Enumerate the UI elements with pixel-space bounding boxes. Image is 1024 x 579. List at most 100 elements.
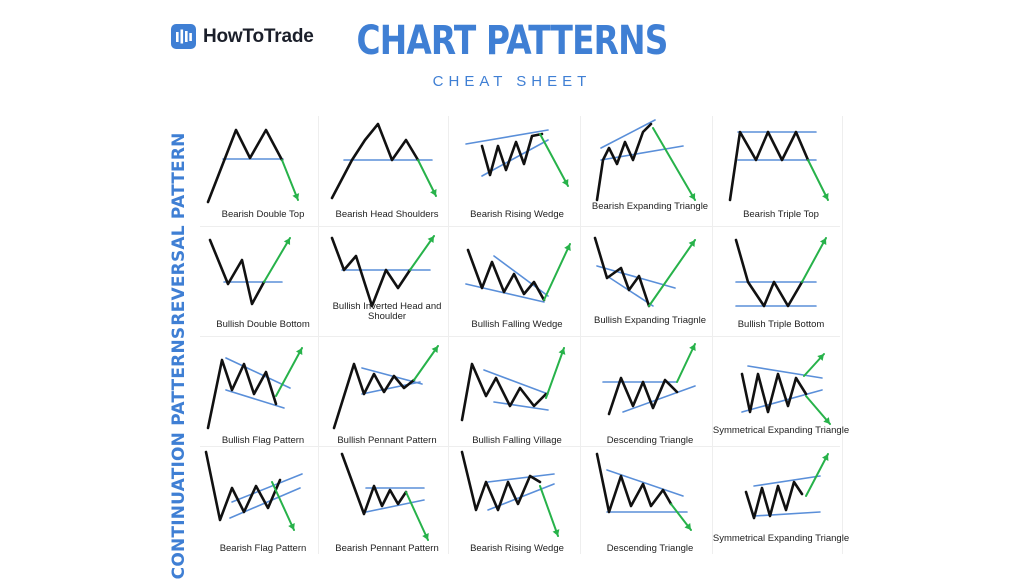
pattern-diagram xyxy=(332,345,439,430)
pattern-card-bearish-double-top[interactable]: Bearish Double Top xyxy=(198,120,328,230)
pattern-name: Bearish Flag Pattern xyxy=(219,543,307,554)
breakout-arrow xyxy=(648,239,696,307)
breakout-arrow xyxy=(417,159,437,197)
trend-line xyxy=(465,129,549,145)
pattern-card-bullish-double-bottom[interactable]: Bullish Double Bottom xyxy=(198,230,328,340)
breakout-arrow xyxy=(805,453,829,497)
pattern-diagram xyxy=(728,130,829,202)
pattern-name: Bearish Expanding Triangle xyxy=(591,201,709,212)
price-path xyxy=(330,236,412,308)
pattern-card-bearish-head-shoulders[interactable]: Bearish Head Shoulders xyxy=(322,120,452,230)
price-path xyxy=(460,450,542,512)
price-path xyxy=(460,362,548,422)
grid-divider xyxy=(318,116,319,554)
arrow-head-icon xyxy=(427,236,434,243)
pattern-name: Bearish Pennant Pattern xyxy=(335,543,439,554)
pattern-card-bearish-flag[interactable]: Bearish Flag Pattern xyxy=(198,448,328,558)
pattern-diagram xyxy=(460,347,566,422)
pattern-card-bearish-pennant[interactable]: Bearish Pennant Pattern xyxy=(322,448,452,558)
arrow-head-icon xyxy=(688,193,696,200)
arrow-head-icon xyxy=(684,523,691,530)
pattern-card-bullish-falling-village[interactable]: Bullish Falling Village xyxy=(452,340,582,450)
arrow-head-icon xyxy=(430,189,437,196)
pattern-card-bullish-triple-bottom[interactable]: Bullish Triple Bottom xyxy=(716,230,846,340)
breakout-arrow xyxy=(807,159,829,201)
pattern-name: Bullish Pennant Pattern xyxy=(337,435,437,446)
brand-name: HowToTrade xyxy=(203,25,314,47)
trend-line xyxy=(606,275,654,307)
breakout-arrow xyxy=(805,395,831,425)
pattern-card-bullish-expanding-triangle[interactable]: Bullish Expanding Triagnle xyxy=(585,230,715,340)
price-path xyxy=(330,122,420,200)
pattern-card-descending-triangle-1[interactable]: Descending Triangle xyxy=(585,340,715,450)
page-subtitle: CHEAT SHEET xyxy=(432,73,592,90)
pattern-card-bullish-pennant[interactable]: Bullish Pennant Pattern xyxy=(322,340,452,450)
trend-line xyxy=(622,385,696,413)
grid-divider xyxy=(200,336,840,337)
arrow-head-icon xyxy=(422,533,429,540)
pattern-card-bullish-inverted-head-shoulder[interactable]: Bullish Inverted Head and Shoulder xyxy=(322,230,452,340)
pattern-diagram xyxy=(602,343,696,416)
breakout-arrow xyxy=(801,237,827,283)
pattern-name: Bearish Rising Wedge xyxy=(470,209,564,220)
pattern-diagram xyxy=(593,236,696,308)
trend-line xyxy=(225,389,285,409)
grid-divider xyxy=(712,116,713,554)
trend-line xyxy=(483,369,549,395)
pattern-card-bearish-rising-wedge-2[interactable]: Bearish Rising Wedge xyxy=(452,448,582,558)
breakout-arrow xyxy=(539,485,559,537)
breakout-arrow xyxy=(409,235,435,271)
breakout-arrow xyxy=(676,343,696,383)
trend-line xyxy=(600,119,656,149)
pattern-diagram xyxy=(204,450,303,531)
pattern-diagram xyxy=(465,129,569,187)
trend-line xyxy=(225,357,291,389)
section-label-text: REVERSAL PATTERN xyxy=(169,132,189,326)
price-path xyxy=(593,236,651,308)
pattern-name: Bullish Flag Pattern xyxy=(221,435,305,446)
price-path xyxy=(340,452,408,516)
trend-line xyxy=(596,265,676,289)
trend-line xyxy=(487,473,555,483)
section-label-text: CONTINUATION PATTERNS xyxy=(169,326,189,579)
pattern-card-symmetrical-expanding-2[interactable]: Symmetrical Expanding Triangle xyxy=(713,448,849,558)
arrow-head-icon xyxy=(819,238,827,245)
breakout-arrow xyxy=(413,345,439,381)
trend-line xyxy=(747,365,823,379)
pattern-card-bearish-rising-wedge-1[interactable]: Bearish Rising Wedge xyxy=(452,120,582,230)
pattern-card-bearish-triple-top[interactable]: Bearish Triple Top xyxy=(716,120,846,230)
price-path xyxy=(206,128,284,204)
grid-divider xyxy=(580,116,581,554)
howtotrade-logo[interactable]: HowToTrade xyxy=(171,24,314,49)
price-path xyxy=(466,248,546,302)
pattern-card-bearish-expanding-triangle[interactable]: Bearish Expanding Triangle xyxy=(585,119,715,230)
arrow-head-icon xyxy=(558,348,566,355)
trend-line xyxy=(481,139,549,177)
breakout-arrow xyxy=(281,159,299,201)
trend-line xyxy=(465,283,545,303)
pattern-diagram xyxy=(740,353,831,425)
pattern-card-descending-triangle-2[interactable]: Descending Triangle xyxy=(585,448,715,558)
pattern-name: Bearish Rising Wedge xyxy=(470,543,564,554)
price-path xyxy=(744,480,804,520)
arrow-head-icon xyxy=(564,244,571,251)
price-path xyxy=(332,362,416,430)
price-path xyxy=(206,358,278,430)
arrow-head-icon xyxy=(552,529,560,536)
pattern-card-symmetrical-expanding-1[interactable]: Symmetrical Expanding Triangle xyxy=(713,340,849,450)
price-path xyxy=(480,132,544,177)
pattern-diagram xyxy=(208,237,291,306)
pattern-name: Descending Triangle xyxy=(606,543,694,554)
pattern-card-bullish-flag[interactable]: Bullish Flag Pattern xyxy=(198,340,328,450)
price-path xyxy=(204,450,282,522)
pattern-name: Bearish Head Shoulders xyxy=(335,209,439,220)
price-path xyxy=(728,130,810,202)
grid-divider xyxy=(200,226,840,227)
pattern-diagram xyxy=(330,235,435,308)
pattern-card-bullish-falling-wedge[interactable]: Bullish Falling Wedge xyxy=(452,230,582,340)
trend-line xyxy=(493,401,549,411)
pattern-diagram xyxy=(744,453,829,520)
grid-divider xyxy=(448,116,449,554)
trend-line xyxy=(231,473,303,503)
trend-line xyxy=(365,499,425,513)
